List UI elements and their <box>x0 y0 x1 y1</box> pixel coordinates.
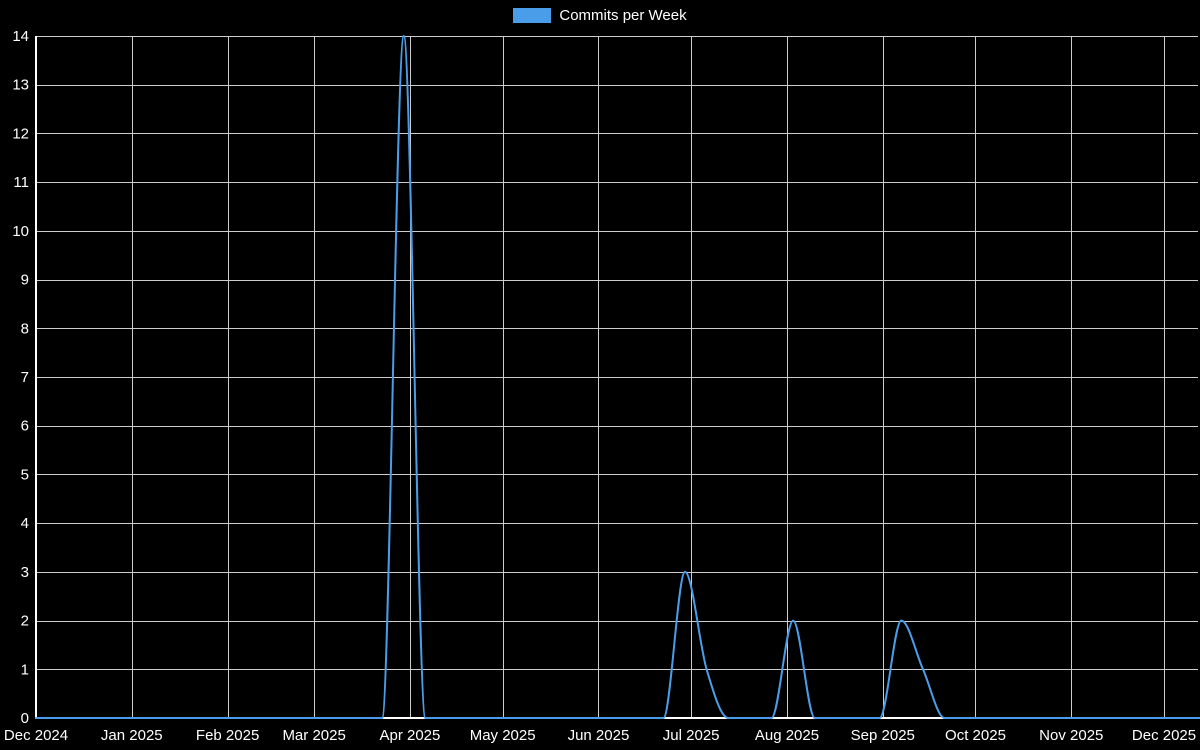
y-axis-tick-label: 10 <box>12 223 29 240</box>
x-axis-tick-label: Dec 2024 <box>4 727 68 744</box>
y-axis-tick-label: 7 <box>21 369 29 386</box>
y-axis-tick-label: 0 <box>21 710 29 727</box>
y-axis-tick-label: 8 <box>21 320 29 337</box>
x-axis-tick-label: Apr 2025 <box>379 727 440 744</box>
y-axis-tick-label: 4 <box>21 515 29 532</box>
y-axis-tick-label: 13 <box>12 77 29 94</box>
y-axis-tick-label: 3 <box>21 564 29 581</box>
x-axis-tick-label: Feb 2025 <box>196 727 259 744</box>
x-axis-tick-label: Sep 2025 <box>851 727 915 744</box>
x-axis-tick-label: Mar 2025 <box>282 727 345 744</box>
x-axis-tick-label: Oct 2025 <box>945 727 1006 744</box>
x-axis-tick-label: Jul 2025 <box>663 727 720 744</box>
y-axis-tick-label: 5 <box>21 466 29 483</box>
y-axis-tick-label: 9 <box>21 272 29 289</box>
y-axis-tick-label: 2 <box>21 613 29 630</box>
y-axis-tick-label: 6 <box>21 418 29 435</box>
x-axis-tick-label: Nov 2025 <box>1039 727 1103 744</box>
x-axis-tick-label: May 2025 <box>470 727 536 744</box>
y-axis-tick-label: 1 <box>21 661 29 678</box>
x-axis-tick-label: Jan 2025 <box>101 727 163 744</box>
x-axis-tick-label: Aug 2025 <box>755 727 819 744</box>
x-axis-tick-label: Jun 2025 <box>568 727 630 744</box>
x-axis-tick-label: Dec 2025 <box>1132 727 1196 744</box>
y-axis-tick-label: 14 <box>12 28 29 45</box>
y-axis-tick-label: 11 <box>13 174 29 191</box>
y-axis-tick-label: 12 <box>12 125 29 142</box>
commits-line-series <box>35 35 1200 719</box>
